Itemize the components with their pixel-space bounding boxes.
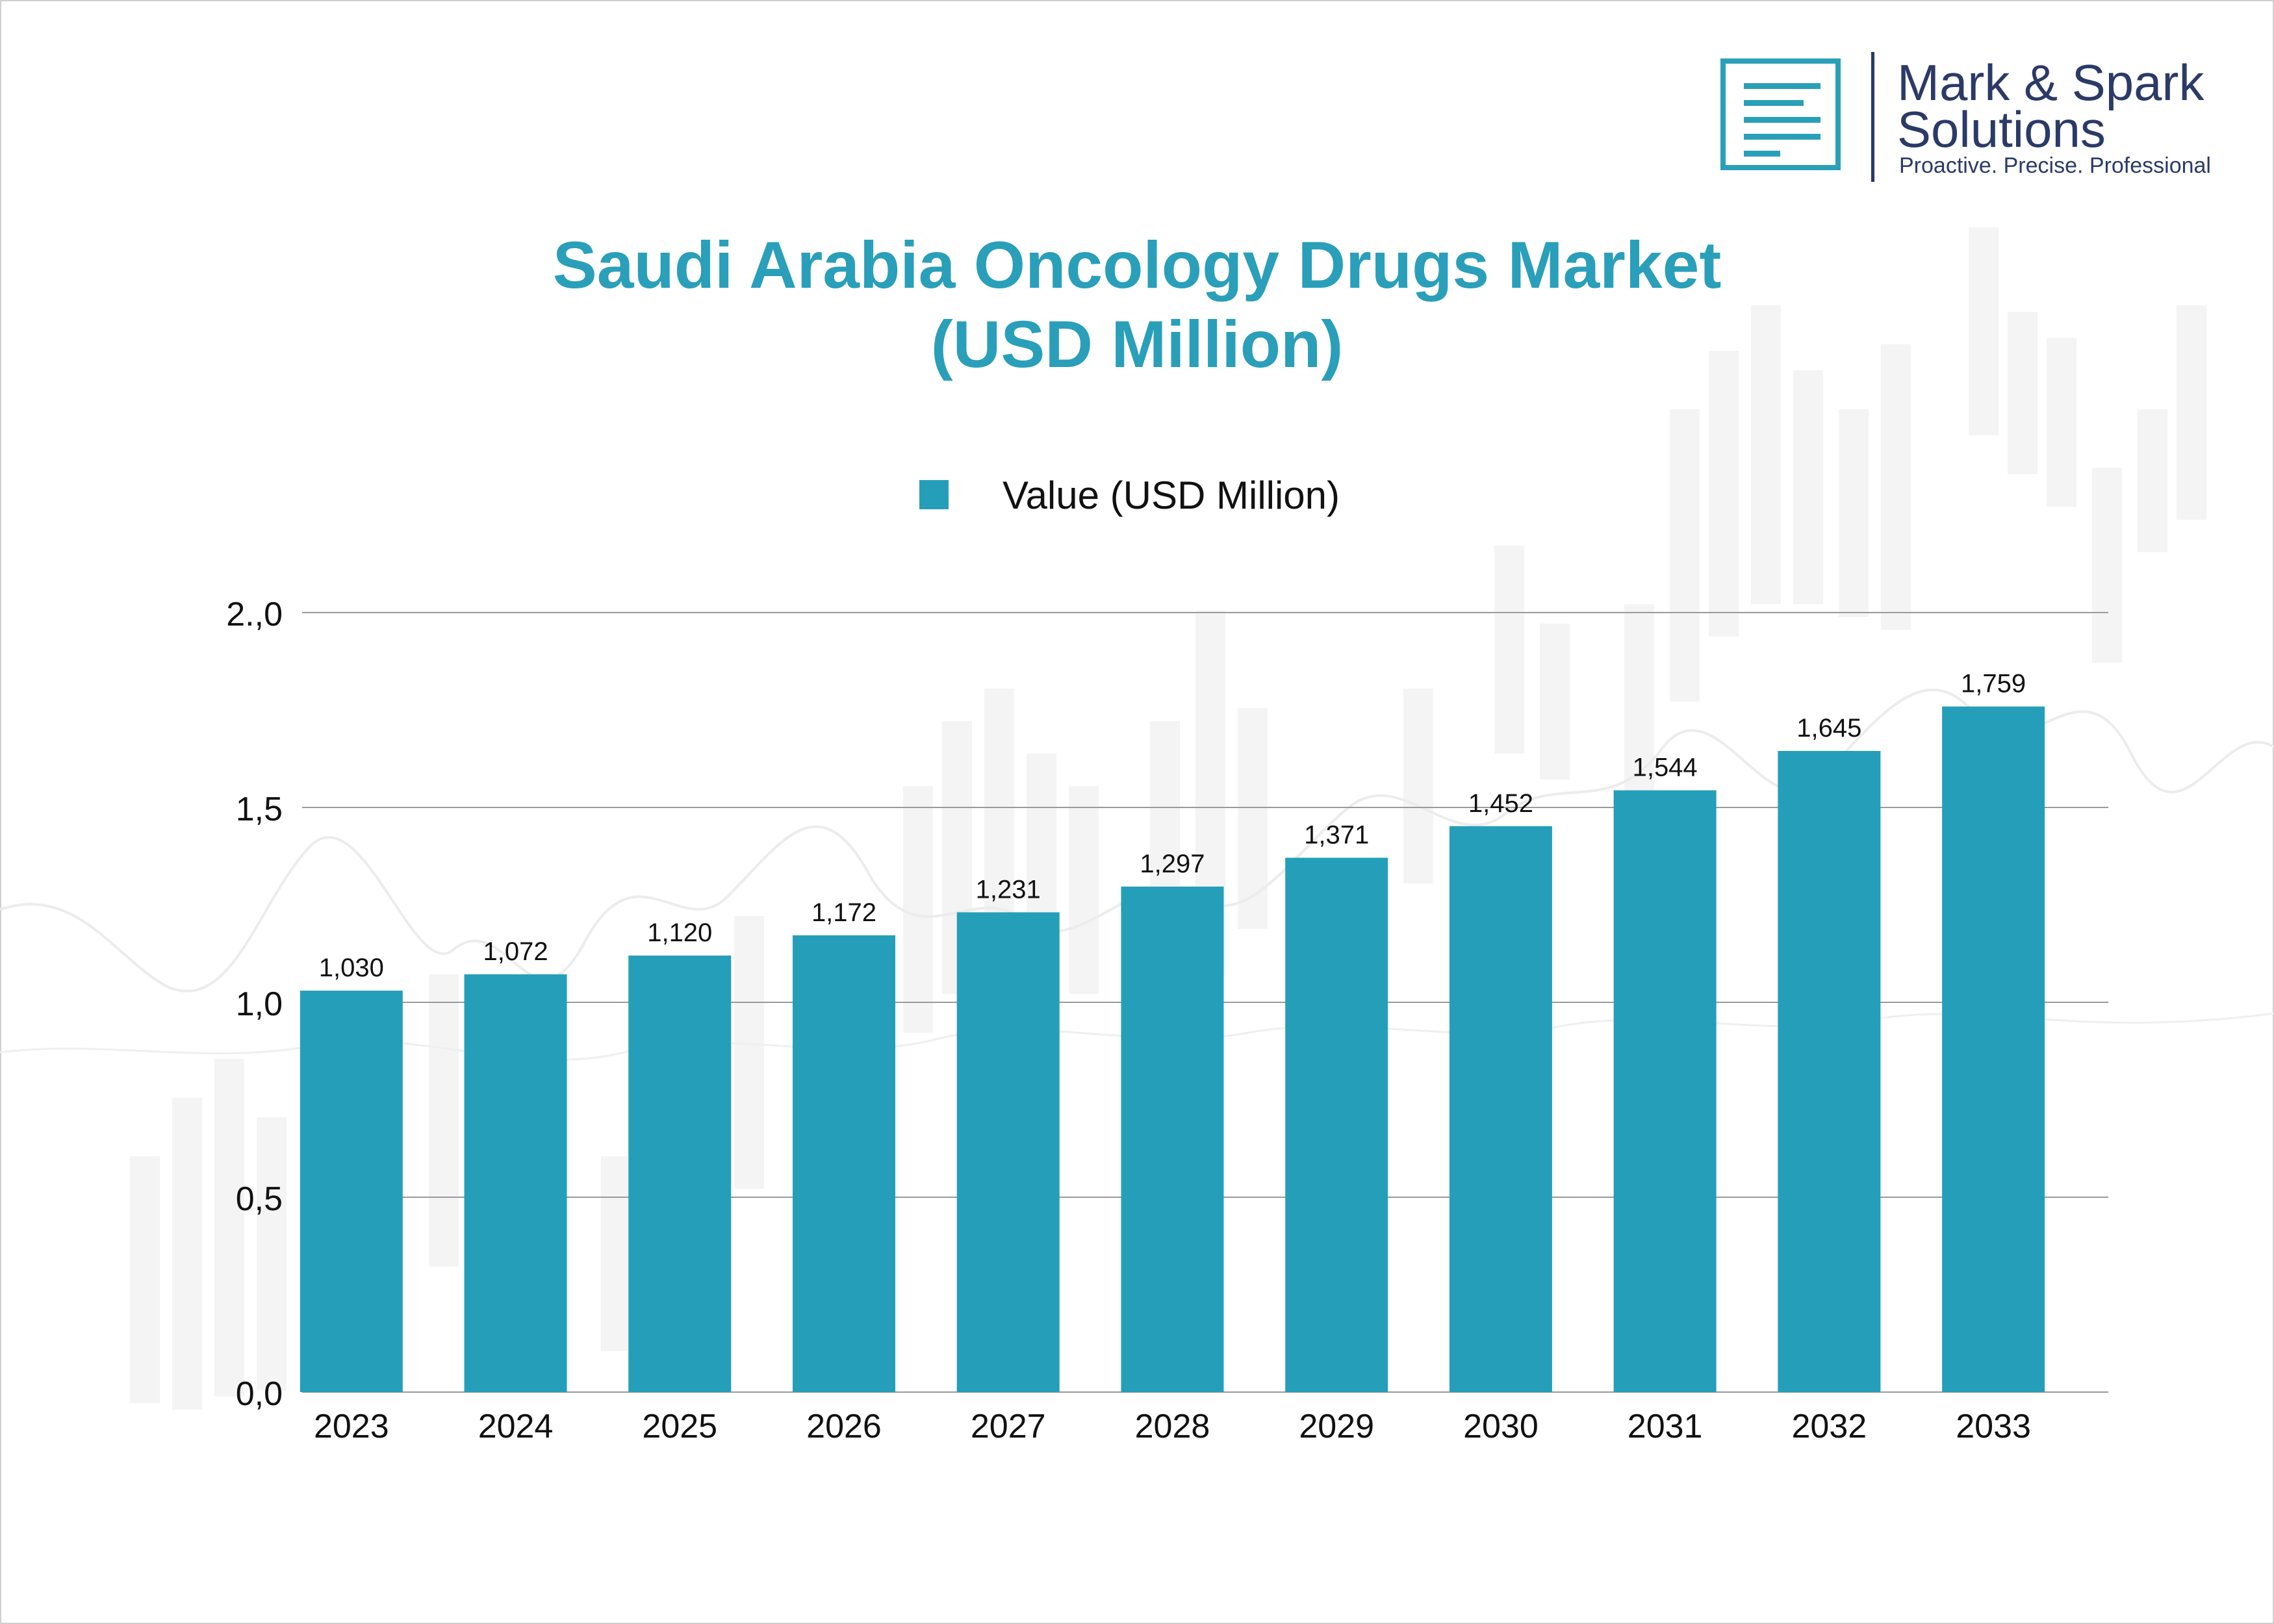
x-tick-label: 2031	[1628, 1408, 1703, 1445]
bar	[628, 956, 732, 1392]
bar	[1121, 886, 1224, 1392]
data-label: 1,231	[976, 875, 1041, 904]
data-label: 1,544	[1633, 754, 1698, 782]
bar	[956, 912, 1060, 1392]
document-icon	[1720, 58, 1841, 170]
bar	[793, 935, 895, 1392]
data-label: 1,072	[483, 937, 548, 966]
data-label: 1,297	[1140, 850, 1205, 878]
x-tick-label: 2024	[478, 1408, 554, 1445]
data-label: 1,645	[1796, 714, 1861, 742]
data-label: 1,452	[1468, 789, 1533, 818]
bar	[1449, 826, 1552, 1392]
chart-title: Saudi Arabia Oncology Drugs Market	[552, 228, 1722, 302]
brand-name-line2: Solutions	[1897, 101, 2106, 158]
brand-logo: Mark & Spark Solutions Proactive. Precis…	[1715, 52, 2235, 188]
x-tick-label: 2027	[971, 1408, 1046, 1445]
legend-swatch	[919, 480, 949, 509]
x-tick-label: 2029	[1299, 1408, 1374, 1445]
brand-name-line1: Mark & Spark	[1897, 54, 2204, 111]
bar	[1613, 790, 1717, 1392]
x-tick-label: 2032	[1792, 1408, 1867, 1445]
y-tick-label: 1,0	[236, 985, 283, 1023]
y-tick-label: 1,5	[236, 791, 283, 828]
bar	[1778, 751, 1881, 1392]
logo-divider	[1871, 52, 1874, 182]
y-tick-label: 2.,0	[226, 596, 283, 633]
x-tick-label: 2028	[1135, 1408, 1210, 1445]
x-tick-label: 2033	[1956, 1408, 2031, 1445]
x-tick-label: 2026	[806, 1408, 882, 1445]
y-tick-label: 0,0	[236, 1375, 283, 1413]
x-tick-label: 2030	[1463, 1408, 1539, 1445]
bar	[464, 974, 567, 1392]
bar	[300, 991, 403, 1392]
bar	[1942, 706, 2045, 1392]
data-label: 1,120	[647, 919, 712, 947]
x-tick-label: 2025	[642, 1408, 717, 1445]
bar	[1285, 857, 1388, 1392]
data-label: 1,371	[1304, 820, 1369, 849]
chart-subtitle: (USD Million)	[930, 307, 1344, 381]
data-label: 1,759	[1961, 670, 2026, 698]
brand-tagline: Proactive. Precise. Professional	[1899, 153, 2211, 178]
data-label: 1,172	[811, 898, 876, 927]
legend-label: Value (USD Million)	[1003, 474, 1340, 517]
data-label: 1,030	[319, 954, 384, 982]
y-tick-label: 0,5	[236, 1180, 283, 1218]
x-tick-label: 2023	[314, 1408, 389, 1445]
